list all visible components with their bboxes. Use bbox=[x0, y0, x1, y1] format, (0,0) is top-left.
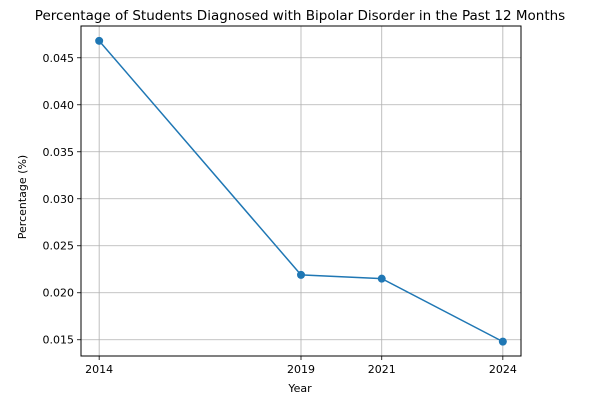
x-axis: 2014 2019 2021 2024 bbox=[85, 356, 517, 376]
data-point bbox=[377, 274, 386, 283]
y-tick-label: 0.020 bbox=[43, 287, 75, 300]
y-tick-label: 0.025 bbox=[43, 240, 75, 253]
grid-lines bbox=[81, 26, 521, 356]
x-tick-label: 2021 bbox=[368, 363, 396, 376]
y-tick-label: 0.040 bbox=[43, 99, 75, 112]
data-point bbox=[95, 36, 104, 45]
y-axis: 0.015 0.020 0.025 0.030 0.035 0.040 0.045 bbox=[43, 52, 81, 347]
data-point bbox=[297, 270, 305, 279]
x-axis-label: Year bbox=[287, 382, 312, 395]
x-tick-label: 2019 bbox=[287, 363, 315, 376]
y-tick-label: 0.030 bbox=[43, 193, 75, 206]
series-line bbox=[98, 40, 504, 343]
x-tick-label: 2024 bbox=[489, 363, 517, 376]
y-tick-label: 0.045 bbox=[43, 52, 75, 65]
x-tick-label: 2014 bbox=[85, 363, 113, 376]
y-axis-label: Percentage (%) bbox=[16, 155, 29, 239]
y-tick-label: 0.015 bbox=[43, 334, 75, 347]
series-layer bbox=[95, 36, 507, 346]
y-tick-label: 0.035 bbox=[43, 146, 75, 159]
chart-title: Percentage of Students Diagnosed with Bi… bbox=[35, 8, 565, 24]
data-point bbox=[498, 337, 507, 346]
